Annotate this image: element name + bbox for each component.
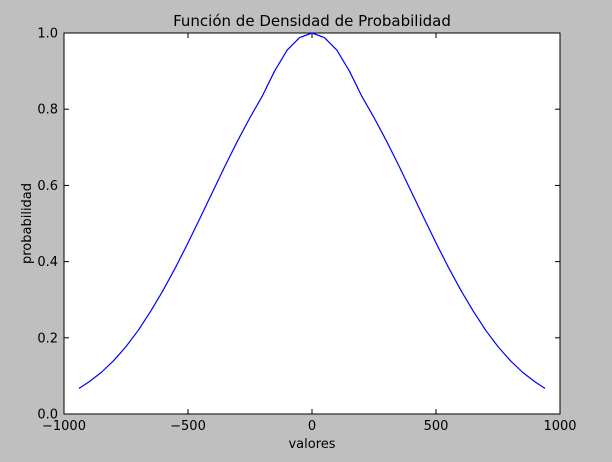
series-line [78, 32, 546, 390]
x-axis-label: valores [288, 437, 335, 452]
y-axis-label: probabilidad [20, 183, 35, 264]
y-tick-label: 0.0 [37, 408, 58, 423]
x-tick-label: 0 [308, 419, 316, 434]
x-tick-label: −500 [170, 419, 206, 434]
axis-ticks [63, 32, 561, 415]
y-tick-label: 0.6 [37, 179, 58, 194]
x-tick-label: 1000 [543, 419, 576, 434]
x-tick-label: 500 [424, 419, 449, 434]
y-tick-label: 0.2 [37, 331, 58, 346]
y-tick-label: 1.0 [37, 27, 58, 42]
series-layer [78, 32, 546, 390]
y-tick-label: 0.4 [37, 255, 58, 270]
tick-labels: −1000 −500 0 500 1000 0.0 0.2 0.4 0.6 0.8 1.0 [37, 27, 576, 435]
x-tick-label: −1000 [42, 419, 86, 434]
chart-title: Función de Densidad de Probabilidad [173, 12, 451, 30]
y-tick-label: 0.8 [37, 103, 58, 118]
plot-area [63, 32, 561, 415]
